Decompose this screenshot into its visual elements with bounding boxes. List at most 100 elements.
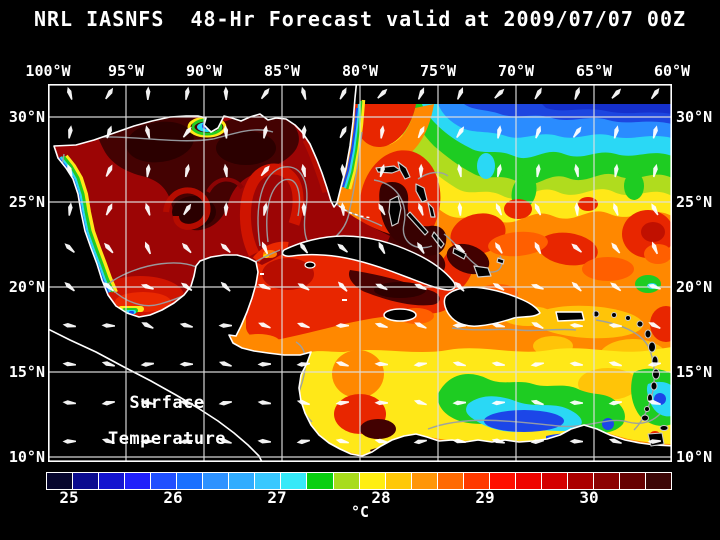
wind-arrow: [534, 203, 542, 216]
wind-arrow: [611, 88, 622, 99]
wind-arrow: [374, 322, 388, 328]
island-isle-of-youth: [304, 261, 316, 269]
colorbar-segment: [359, 473, 385, 489]
wind-arrow: [495, 242, 503, 254]
wind-arrow: [414, 322, 427, 329]
wind-arrow: [104, 242, 114, 254]
lat-tick-label-right: 30°N: [676, 108, 713, 126]
wind-arrow: [335, 438, 349, 444]
colorbar-segment: [593, 473, 620, 489]
wind-arrow: [105, 164, 113, 177]
wind-arrow: [494, 88, 505, 99]
colorbar-tick-label: 29: [475, 488, 495, 507]
wind-arrow: [301, 125, 307, 139]
lat-tick-label-left: 15°N: [8, 363, 45, 381]
colorbar-segment: [541, 473, 567, 489]
wind-arrow: [101, 361, 115, 367]
wind-arrow: [610, 282, 622, 292]
lon-tick-label: 100°W: [25, 62, 71, 80]
wind-arrow: [301, 86, 307, 100]
wind-arrow: [374, 400, 388, 406]
wind-arrow: [497, 163, 502, 178]
wind-arrow: [223, 125, 229, 139]
wind-arrow: [530, 362, 544, 367]
temperature-colorbar: [46, 472, 672, 490]
wind-arrow: [491, 400, 505, 406]
wind-arrow: [263, 125, 268, 139]
wind-arrow: [647, 362, 661, 367]
colorbar-segment: [177, 473, 203, 489]
island-cayman: [342, 299, 347, 301]
wind-arrow: [339, 126, 347, 139]
colorbar-segment: [333, 473, 359, 489]
wind-arrow: [260, 165, 270, 177]
lon-tick-label: 80°W: [341, 62, 379, 80]
lat-tick-label-right: 15°N: [676, 363, 713, 381]
wind-arrow: [378, 241, 386, 255]
page-title: NRL IASNFS 48-Hr Forecast valid at 2009/…: [33, 7, 687, 31]
lon-tick-label: 60°W: [653, 62, 691, 80]
wind-arrow: [413, 362, 427, 367]
wind-arrow: [140, 362, 154, 367]
wind-arrow: [182, 126, 192, 138]
wind-arrow: [179, 439, 193, 444]
wind-arrow: [260, 88, 270, 100]
wind-arrow: [62, 439, 76, 444]
wind-arrow: [569, 361, 583, 367]
wind-arrow: [184, 163, 190, 178]
wind-arrow: [531, 322, 544, 329]
wind-arrow: [375, 283, 388, 291]
colorbar-segment: [47, 473, 73, 489]
wind-arrow: [218, 323, 232, 328]
wind-arrow: [456, 126, 465, 138]
colorbar-segment: [567, 473, 593, 489]
island-cuba: [281, 235, 456, 291]
wind-arrow: [574, 202, 580, 216]
wind-arrow: [454, 243, 466, 253]
islands-lesser-antilles: [592, 310, 669, 447]
colorbar-segment: [151, 473, 177, 489]
wind-arrow: [257, 438, 271, 444]
wind-arrow: [569, 400, 583, 405]
colorbar-segment: [255, 473, 281, 489]
islands-bahamas: [375, 161, 505, 278]
wind-arrow: [179, 361, 193, 367]
wind-arrow: [414, 283, 427, 291]
lon-tick-label: 75°W: [419, 62, 457, 80]
wind-arrow: [145, 86, 151, 100]
colorbar-segment: [99, 473, 125, 489]
wind-arrow: [301, 163, 306, 178]
wind-arrow: [340, 163, 345, 178]
wind-arrow: [103, 282, 114, 292]
wind-arrow: [534, 87, 542, 100]
lon-tick-label: 70°W: [497, 62, 535, 80]
colorbar-segment: [620, 473, 646, 489]
island-cozumel: [260, 273, 264, 275]
wind-arrow: [495, 203, 503, 216]
colorbar-tick-label: 30: [579, 488, 599, 507]
wind-arrow: [647, 399, 661, 405]
wind-arrow: [647, 439, 661, 444]
colorbar-segment: [437, 473, 463, 489]
wind-arrow: [218, 361, 232, 367]
wind-arrow: [608, 361, 622, 367]
wind-arrow: [296, 362, 310, 367]
wind-arrow: [335, 323, 349, 328]
lat-tick-label-left: 30°N: [8, 108, 45, 126]
map-label-surface: Surface: [129, 393, 204, 413]
wind-arrow: [105, 87, 114, 100]
wind-arrow: [101, 438, 115, 444]
wind-arrow: [417, 125, 425, 139]
wind-arrow: [296, 439, 310, 445]
wind-arrow: [339, 87, 347, 100]
wind-arrow: [340, 202, 345, 216]
wind-arrow: [220, 281, 231, 292]
graticule: [48, 84, 672, 462]
wind-arrow: [574, 163, 579, 178]
wind-arrow: [263, 202, 268, 216]
wind-arrow: [140, 439, 154, 444]
wind-arrow: [183, 203, 192, 216]
wind-arrow: [608, 323, 622, 328]
wind-arrow: [653, 163, 658, 178]
